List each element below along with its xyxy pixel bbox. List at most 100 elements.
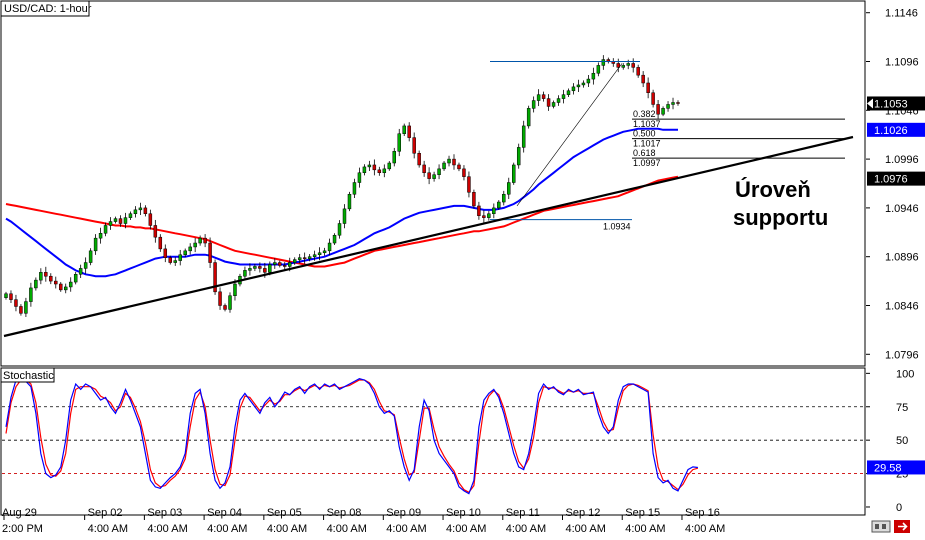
candle — [377, 166, 382, 176]
candle — [223, 303, 227, 312]
price-tick-label: 1.0796 — [885, 349, 919, 361]
candle — [342, 204, 347, 229]
candle-body — [228, 295, 232, 310]
support-trendline — [3, 135, 854, 338]
candle — [248, 263, 252, 276]
candle — [302, 252, 307, 264]
candle — [93, 234, 98, 255]
candle-body — [472, 192, 476, 207]
candle — [317, 247, 322, 261]
fib-level-price: 1.1037 — [633, 119, 661, 129]
price-tag-bg — [867, 122, 925, 137]
stoch-tick-label: 0 — [896, 502, 902, 514]
candle — [123, 212, 128, 229]
candle-body — [213, 262, 217, 293]
price-tag: 1.1026 — [867, 122, 925, 137]
candle-body — [178, 254, 182, 261]
price-tag: 1.1053 — [867, 96, 925, 111]
candle-body — [123, 217, 128, 224]
price-tick-label: 1.1096 — [885, 57, 919, 69]
candle — [452, 154, 456, 170]
candle — [113, 216, 118, 224]
candle-body — [352, 182, 357, 195]
candle — [128, 211, 133, 220]
time-label-hour: 4:00 AM — [267, 523, 307, 535]
candle-body — [452, 158, 456, 166]
candle — [203, 234, 207, 248]
candle-body — [467, 176, 471, 193]
candle-body — [487, 213, 491, 218]
price-panel-frame — [0, 0, 866, 367]
candle — [158, 234, 163, 252]
candle — [402, 123, 406, 137]
candle — [188, 243, 192, 255]
candle — [327, 238, 332, 256]
candle — [78, 264, 83, 278]
candle — [14, 294, 18, 312]
candle-body — [641, 74, 645, 84]
candle-body — [148, 213, 153, 226]
candle-body — [198, 237, 202, 244]
candle — [153, 219, 158, 243]
candle-body — [273, 262, 277, 265]
stoch-tag-label: 29.58 — [874, 462, 902, 474]
candle — [616, 58, 620, 73]
fib-level-ratio: 0.618 — [633, 148, 656, 158]
candle — [178, 249, 182, 266]
candle — [492, 203, 496, 219]
candle — [521, 120, 526, 153]
candle-body — [183, 250, 187, 255]
time-label-date: Sep 03 — [147, 507, 182, 519]
candle — [108, 217, 113, 230]
candle-body — [526, 108, 531, 127]
candle-body — [143, 207, 148, 215]
candle-body — [616, 63, 620, 68]
candle — [576, 79, 581, 93]
candle — [531, 96, 536, 113]
moving-average-fast — [5, 127, 678, 278]
time-label-hour: 2:00 PM — [2, 523, 43, 535]
candle-body — [243, 270, 247, 277]
candle-body — [78, 268, 83, 275]
candle-body — [9, 293, 13, 300]
candle-body — [397, 133, 401, 152]
price-tag-label: 1.0976 — [874, 174, 908, 186]
candle-body — [402, 125, 406, 134]
candle-body — [24, 301, 28, 314]
candle-body — [516, 147, 521, 166]
time-label-hour: 4:00 AM — [327, 523, 367, 535]
candle — [566, 88, 571, 97]
candle-body — [218, 291, 222, 306]
candle-body — [133, 209, 138, 215]
candle-body — [462, 168, 466, 177]
candle — [367, 160, 372, 171]
candle-body — [442, 162, 446, 170]
candle-body — [586, 78, 591, 84]
candle — [213, 259, 217, 295]
candle — [337, 220, 342, 239]
candle-body — [317, 252, 322, 255]
candle-body — [288, 262, 292, 267]
annotation-line2: supportu — [733, 205, 828, 230]
candle-body — [158, 236, 163, 250]
candle — [297, 253, 302, 264]
candle — [382, 164, 387, 178]
candle — [88, 248, 93, 266]
candle-body — [208, 242, 212, 263]
candle-body — [44, 272, 48, 277]
candle — [497, 200, 501, 210]
candle-body — [497, 201, 501, 209]
scroll-right-icon[interactable] — [894, 520, 910, 533]
candle — [631, 58, 635, 73]
candle — [516, 143, 521, 169]
price-tag-bg — [867, 171, 925, 186]
candle — [556, 95, 561, 106]
candle-body — [168, 257, 172, 263]
candle-body — [651, 92, 655, 105]
scroll-toggle-icon[interactable] — [871, 520, 891, 533]
candle-body — [671, 102, 675, 105]
candle-body — [68, 281, 73, 288]
candle — [526, 105, 531, 129]
